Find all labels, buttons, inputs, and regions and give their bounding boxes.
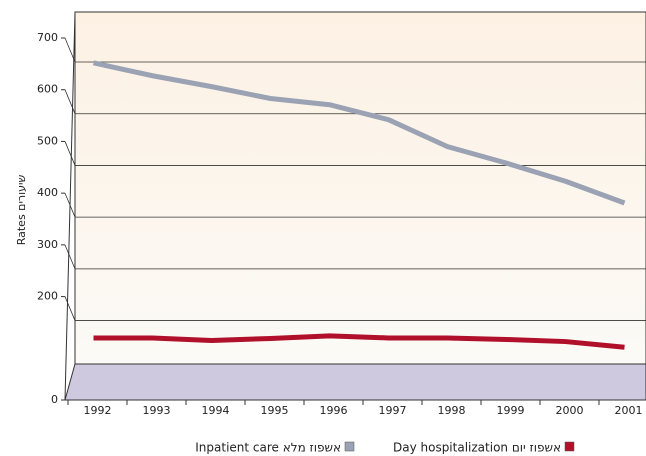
x-tick-label: 1997 bbox=[379, 404, 407, 417]
back-wall bbox=[74, 11, 646, 365]
series-line bbox=[93, 333, 625, 350]
x-tick-label: 1994 bbox=[202, 404, 230, 417]
grid-line bbox=[64, 141, 76, 166]
x-tick-label: 1995 bbox=[261, 404, 289, 417]
series-line bbox=[92, 60, 626, 206]
legend-swatch bbox=[564, 441, 575, 452]
y-tick-label: 600 bbox=[37, 83, 58, 96]
x-tick-label: 2000 bbox=[556, 404, 584, 417]
x-tick-label: 1999 bbox=[497, 404, 525, 417]
legend-label: Inpatient care אשפוז מלא bbox=[195, 441, 341, 455]
x-tick-label: 2001 bbox=[615, 404, 643, 417]
y-axis-label: Rates שיעורים bbox=[15, 175, 28, 246]
y-tick-label: 200 bbox=[37, 290, 58, 303]
floor bbox=[64, 363, 646, 401]
x-tick-label: 1996 bbox=[320, 404, 348, 417]
x-tick-label: 1992 bbox=[84, 404, 112, 417]
grid-line bbox=[64, 37, 76, 63]
grid-line bbox=[64, 192, 76, 218]
y-tick-label: 300 bbox=[37, 238, 58, 251]
x-tick-label: 1993 bbox=[143, 404, 171, 417]
y-tick-label: 0 bbox=[51, 393, 58, 406]
grid-line bbox=[64, 244, 76, 270]
y-tick-label: 500 bbox=[37, 134, 58, 147]
x-tick-label: 1998 bbox=[438, 404, 466, 417]
y-tick-label: 700 bbox=[37, 31, 58, 44]
y-tick-label: 400 bbox=[37, 186, 58, 199]
legend-swatch bbox=[344, 441, 355, 452]
grid-line bbox=[64, 296, 76, 321]
grid-line bbox=[64, 89, 76, 114]
legend-label: Day hospitalization אשפוז יום bbox=[393, 441, 561, 455]
